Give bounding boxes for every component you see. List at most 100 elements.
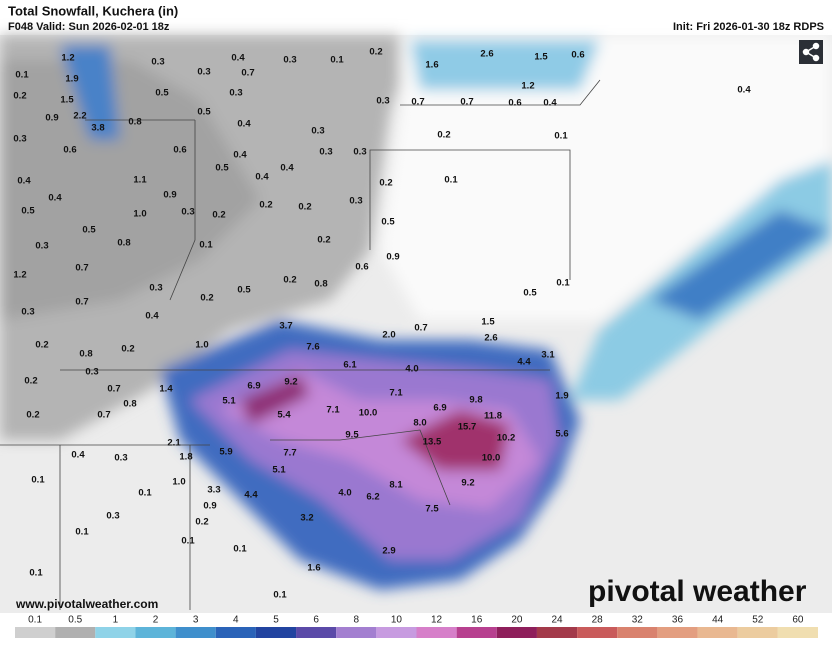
colorbar-swatch [416, 627, 457, 638]
point-label: 1.5 [481, 317, 495, 328]
point-label: 0.3 [349, 196, 362, 207]
point-label: 0.6 [355, 262, 368, 273]
point-label: 7.6 [306, 342, 319, 353]
point-label: 0.2 [379, 178, 392, 189]
point-label: 6.9 [247, 381, 260, 392]
point-label: 0.3 [197, 67, 210, 78]
point-label: 0.4 [280, 163, 294, 174]
point-label: 0.2 [200, 293, 213, 304]
point-label: 8.0 [413, 418, 426, 429]
point-label: 5.4 [277, 410, 291, 421]
colorbar-swatch [536, 627, 578, 638]
point-label: 0.1 [233, 544, 247, 555]
colorbar-swatch [336, 627, 377, 638]
colorbar-swatch [255, 627, 297, 638]
point-label: 0.5 [523, 288, 537, 299]
point-label: 0.1 [75, 527, 89, 538]
colorbar-swatch [496, 627, 537, 638]
colorbar-tick-label: 12 [431, 615, 443, 626]
point-label: 0.4 [255, 172, 269, 183]
point-label: 0.2 [24, 376, 37, 387]
point-label: 0.3 [376, 96, 389, 107]
point-label: 0.7 [411, 97, 424, 108]
point-label: 0.8 [117, 238, 130, 249]
point-label: 1.6 [425, 60, 438, 71]
point-label: 2.9 [382, 546, 395, 557]
colorbar-tick-label: 5 [273, 615, 279, 626]
point-label: 0.2 [121, 344, 134, 355]
colorbar-swatch [737, 627, 778, 638]
point-label: 5.1 [222, 396, 236, 407]
point-label: 0.7 [75, 297, 88, 308]
colorbar-tick-label: 32 [632, 615, 644, 626]
colorbar-tick-label: 4 [233, 615, 239, 626]
point-label: 3.2 [300, 513, 313, 524]
colorbar-tick-label: 44 [712, 615, 724, 626]
point-label: 6.1 [343, 360, 357, 371]
point-label: 9.2 [284, 377, 297, 388]
point-label: 2.1 [167, 438, 181, 449]
point-label: 0.6 [571, 50, 584, 61]
point-label: 0.1 [181, 536, 195, 547]
point-label: 3.8 [91, 123, 104, 134]
point-labels: 0.11.21.90.2 1.50.9 2.23.80.80.30.30.40.70… [13, 47, 751, 601]
colorbar-tick-label: 52 [752, 615, 764, 626]
borders [0, 79, 601, 610]
point-label: 1.0 [195, 340, 208, 351]
point-label: 0.3 [13, 134, 26, 145]
point-label: 1.2 [13, 270, 26, 281]
point-label: 6.2 [366, 492, 379, 503]
point-label: 1.2 [521, 81, 534, 92]
colorbar-tick-label: 6 [313, 615, 319, 626]
point-label: 10.2 [497, 433, 516, 444]
point-label: 1.5 [60, 95, 74, 106]
point-label: 9.8 [469, 395, 482, 406]
point-label: 0.5 [215, 163, 229, 174]
colorbar-tick-label: 2 [153, 615, 159, 626]
point-label: 1.9 [65, 74, 78, 85]
init-time: Init: Fri 2026-01-30 18z RDPS [673, 21, 824, 33]
point-label: 10.0 [359, 408, 378, 419]
point-label: 0.1 [15, 70, 29, 81]
point-label: 0.1 [138, 488, 152, 499]
point-label: 5.6 [555, 429, 568, 440]
colorbar-tick-label: 36 [672, 615, 684, 626]
point-label: 1.4 [159, 384, 173, 395]
point-label: 0.1 [444, 175, 458, 186]
point-label: 1.9 [555, 391, 568, 402]
point-label: 0.3 [311, 126, 324, 137]
valid-time: F048 Valid: Sun 2026-02-01 18z [8, 21, 170, 33]
point-label: 0.2 [212, 210, 225, 221]
point-label: 0.1 [199, 240, 213, 251]
point-label: 0.6 [173, 145, 186, 156]
point-label: 9.5 [345, 430, 359, 441]
point-label: 0.5 [21, 206, 35, 217]
point-label: 2.6 [480, 49, 493, 60]
point-label: 0.9 [45, 113, 58, 124]
point-label: 7.1 [389, 388, 403, 399]
point-label: 0.3 [85, 367, 98, 378]
point-label: 0.4 [145, 311, 159, 322]
point-label: 4.0 [338, 488, 351, 499]
point-label: 13.5 [423, 437, 442, 448]
point-label: 0.8 [128, 117, 141, 128]
point-label: 0.3 [106, 511, 119, 522]
point-label: 0.3 [319, 147, 332, 158]
site-url: www.pivotalweather.com [15, 597, 158, 611]
point-label: 7.7 [283, 448, 296, 459]
colorbar-tick-label: 8 [353, 615, 359, 626]
colorbar-tick-label: 3 [193, 615, 199, 626]
share-button[interactable] [799, 40, 823, 64]
point-label: 2.0 [382, 330, 395, 341]
point-label: 0.8 [79, 349, 92, 360]
point-label: 0.4 [737, 85, 751, 96]
point-label: 0.1 [330, 55, 344, 66]
point-label: 0.2 [298, 202, 311, 213]
point-label: 0.4 [237, 119, 251, 130]
point-label: 4.4 [244, 490, 258, 501]
point-label: 15.7 [458, 422, 477, 433]
point-label: 1.6 [307, 563, 320, 574]
point-label: 0.3 [35, 241, 48, 252]
colorbar-swatch [15, 627, 56, 638]
point-label: 0.3 [151, 57, 164, 68]
